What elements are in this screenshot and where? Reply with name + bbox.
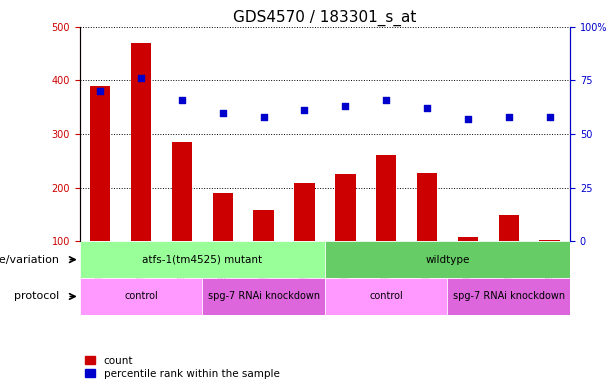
- FancyBboxPatch shape: [325, 278, 447, 315]
- Point: [545, 114, 555, 120]
- Bar: [458, 237, 478, 241]
- FancyBboxPatch shape: [447, 278, 570, 315]
- Text: control: control: [124, 291, 158, 301]
- Point: [218, 109, 227, 116]
- Bar: [376, 156, 397, 241]
- FancyBboxPatch shape: [80, 278, 202, 315]
- Point: [259, 114, 268, 120]
- Text: spg-7 RNAi knockdown: spg-7 RNAi knockdown: [208, 291, 319, 301]
- Point: [177, 97, 187, 103]
- Text: control: control: [369, 291, 403, 301]
- Bar: [253, 210, 274, 241]
- Text: wildtype: wildtype: [425, 255, 470, 265]
- Point: [463, 116, 473, 122]
- Text: genotype/variation: genotype/variation: [0, 255, 59, 265]
- FancyBboxPatch shape: [325, 241, 570, 278]
- Point: [300, 108, 310, 114]
- Bar: [498, 215, 519, 241]
- Bar: [90, 86, 110, 241]
- Bar: [335, 174, 356, 241]
- Point: [136, 75, 146, 81]
- Legend: count, percentile rank within the sample: count, percentile rank within the sample: [85, 356, 280, 379]
- Bar: [172, 142, 192, 241]
- Text: protocol: protocol: [14, 291, 59, 301]
- Bar: [417, 173, 437, 241]
- Bar: [131, 43, 151, 241]
- FancyBboxPatch shape: [80, 241, 325, 278]
- Text: spg-7 RNAi knockdown: spg-7 RNAi knockdown: [453, 291, 565, 301]
- Point: [381, 97, 391, 103]
- Point: [95, 88, 105, 94]
- Bar: [213, 193, 233, 241]
- Bar: [539, 240, 560, 241]
- Point: [340, 103, 350, 109]
- Point: [422, 105, 432, 111]
- Title: GDS4570 / 183301_s_at: GDS4570 / 183301_s_at: [233, 9, 417, 25]
- Point: [504, 114, 514, 120]
- Text: atfs-1(tm4525) mutant: atfs-1(tm4525) mutant: [142, 255, 262, 265]
- FancyBboxPatch shape: [202, 278, 325, 315]
- Bar: [294, 183, 314, 241]
